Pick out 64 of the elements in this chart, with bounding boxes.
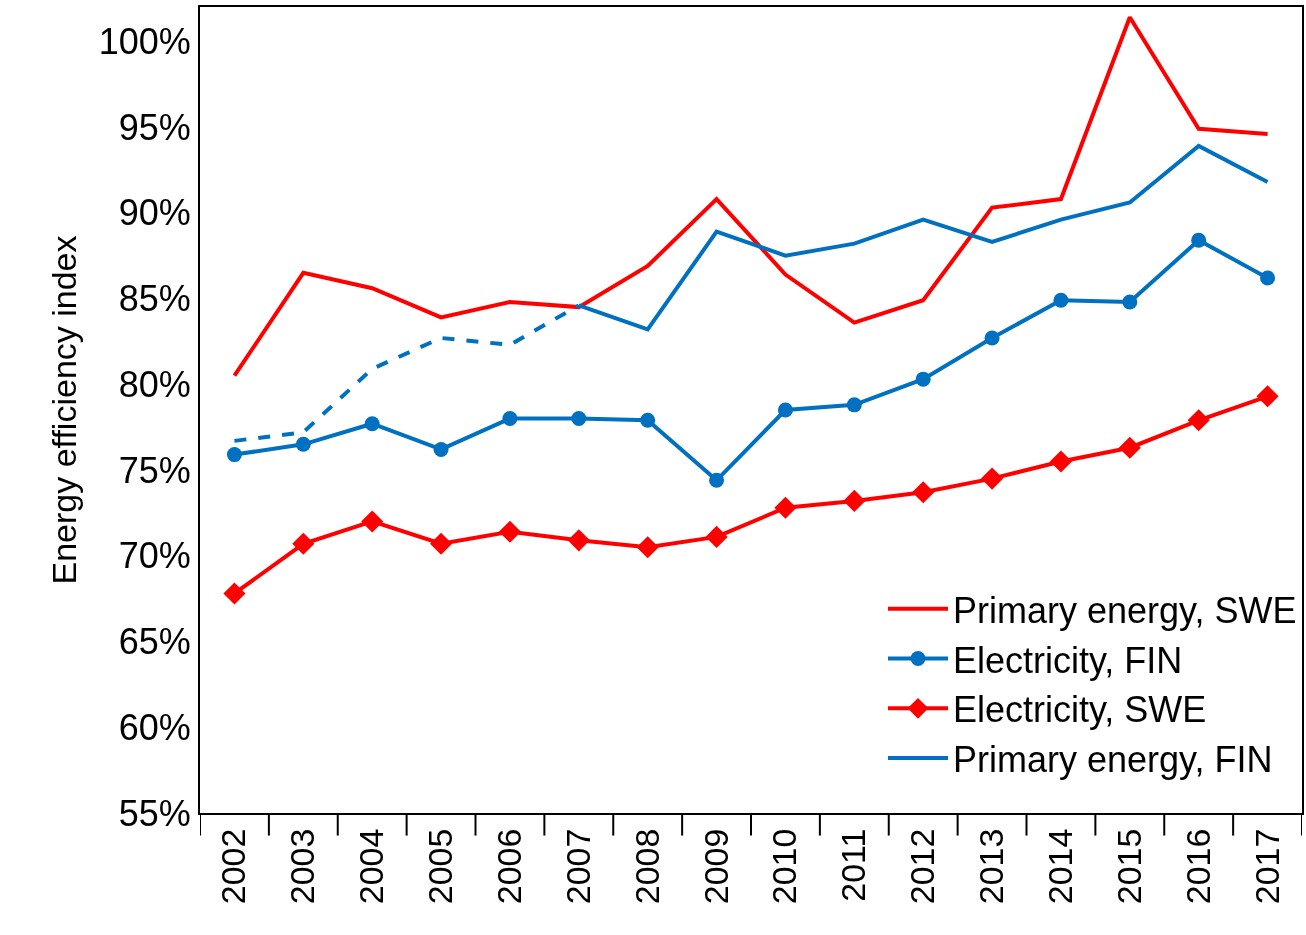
x-tick-label: 2008 bbox=[627, 828, 666, 905]
y-tick-label: 90% bbox=[118, 192, 191, 234]
point bbox=[430, 532, 453, 555]
line-series bbox=[232, 15, 1270, 378]
point bbox=[361, 510, 384, 533]
point bbox=[1122, 294, 1138, 310]
point bbox=[915, 371, 931, 387]
point bbox=[1118, 436, 1141, 459]
x-tick-label: 2016 bbox=[1178, 828, 1217, 905]
y-tick-label: 100% bbox=[98, 20, 191, 62]
point bbox=[1053, 292, 1069, 308]
legend-label: Primary energy, SWE bbox=[953, 589, 1297, 631]
legend-label: Primary energy, FIN bbox=[953, 739, 1273, 781]
point bbox=[705, 525, 728, 548]
point bbox=[567, 529, 590, 552]
point bbox=[295, 436, 311, 452]
point bbox=[912, 481, 935, 504]
y-tick-label: 80% bbox=[118, 363, 191, 405]
point bbox=[777, 402, 793, 418]
y-tick-label: 65% bbox=[118, 621, 191, 663]
x-tick-label: 2007 bbox=[558, 828, 597, 905]
x-tick-label: 2003 bbox=[283, 828, 322, 905]
point bbox=[984, 330, 1000, 346]
point bbox=[1260, 270, 1276, 286]
legend-label: Electricity, FIN bbox=[953, 639, 1183, 681]
x-tick-label: 2013 bbox=[972, 828, 1011, 905]
point bbox=[364, 416, 380, 432]
x-tick-label: 2002 bbox=[214, 828, 253, 905]
point bbox=[846, 397, 862, 413]
point bbox=[292, 532, 315, 555]
y-tick-label: 95% bbox=[118, 106, 191, 148]
x-tick-label: 2009 bbox=[696, 828, 735, 905]
y-axis-title: Energy efficiency index bbox=[44, 235, 83, 585]
y-tick-label: 55% bbox=[118, 792, 191, 834]
legend-label: Electricity, SWE bbox=[953, 689, 1207, 731]
point bbox=[223, 582, 246, 605]
point bbox=[226, 447, 242, 463]
x-tick-label: 2012 bbox=[903, 828, 942, 905]
point bbox=[502, 411, 518, 427]
x-tick-label: 2005 bbox=[421, 828, 460, 905]
point bbox=[843, 489, 866, 512]
point bbox=[640, 412, 656, 428]
x-tick-label: 2004 bbox=[352, 828, 391, 905]
x-tick-label: 2017 bbox=[1247, 828, 1286, 905]
x-tick-label: 2014 bbox=[1040, 828, 1079, 905]
point bbox=[433, 441, 449, 457]
point bbox=[981, 467, 1004, 490]
point bbox=[1187, 409, 1210, 432]
y-tick-label: 60% bbox=[118, 706, 191, 748]
x-tick-label: 2015 bbox=[1109, 828, 1148, 905]
point bbox=[498, 520, 521, 543]
y-tick-label: 85% bbox=[118, 278, 191, 320]
y-tick-label: 70% bbox=[118, 535, 191, 577]
y-tick-label: 75% bbox=[118, 449, 191, 491]
point bbox=[1191, 232, 1207, 248]
point bbox=[709, 472, 725, 488]
point bbox=[1049, 450, 1072, 473]
x-tick-label: 2011 bbox=[834, 828, 873, 902]
x-tick-label: 2006 bbox=[489, 828, 528, 905]
point bbox=[774, 496, 797, 519]
x-tick-label: 2010 bbox=[765, 828, 804, 905]
point bbox=[636, 536, 659, 559]
point bbox=[571, 411, 587, 427]
point bbox=[1256, 385, 1279, 408]
